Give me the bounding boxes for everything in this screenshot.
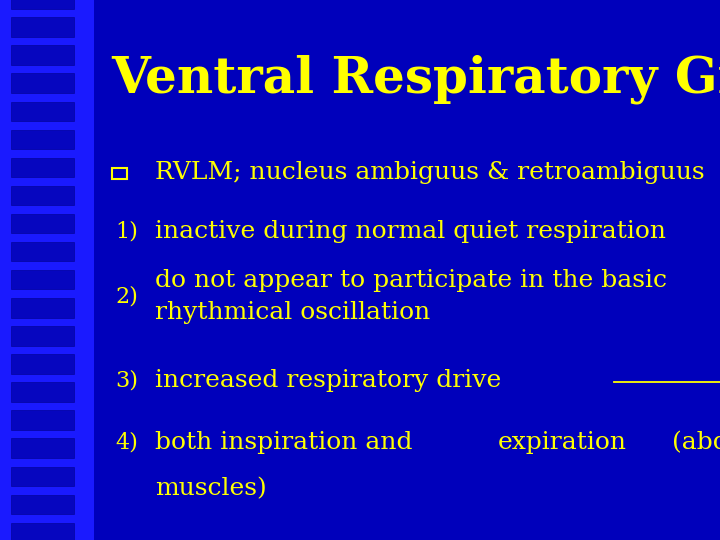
Text: muscles): muscles)	[155, 477, 266, 500]
Text: increased respiratory drive: increased respiratory drive	[155, 369, 501, 392]
FancyBboxPatch shape	[11, 242, 74, 261]
FancyBboxPatch shape	[0, 0, 94, 540]
FancyBboxPatch shape	[11, 438, 74, 458]
FancyBboxPatch shape	[11, 270, 74, 289]
FancyBboxPatch shape	[11, 410, 74, 430]
Text: inactive during normal quiet respiration: inactive during normal quiet respiration	[155, 220, 666, 243]
FancyBboxPatch shape	[11, 467, 74, 486]
FancyBboxPatch shape	[11, 158, 74, 177]
Text: (abdominal: (abdominal	[664, 431, 720, 454]
Text: Ventral Respiratory Group: Ventral Respiratory Group	[112, 54, 720, 104]
Text: both inspiration and: both inspiration and	[155, 431, 420, 454]
FancyBboxPatch shape	[11, 298, 74, 318]
FancyBboxPatch shape	[11, 102, 74, 121]
FancyBboxPatch shape	[11, 326, 74, 346]
FancyBboxPatch shape	[11, 130, 74, 149]
FancyBboxPatch shape	[11, 214, 74, 233]
Text: 4): 4)	[115, 431, 138, 453]
FancyBboxPatch shape	[11, 382, 74, 402]
FancyBboxPatch shape	[11, 45, 74, 65]
Text: expiration: expiration	[498, 431, 626, 454]
FancyBboxPatch shape	[11, 523, 74, 540]
FancyBboxPatch shape	[11, 0, 74, 9]
Text: 2): 2)	[115, 286, 138, 307]
Text: do not appear to participate in the basic
rhythmical oscillation: do not appear to participate in the basi…	[155, 269, 667, 323]
FancyBboxPatch shape	[11, 73, 74, 93]
Text: RVLM; nucleus ambiguus & retroambiguus: RVLM; nucleus ambiguus & retroambiguus	[155, 161, 704, 184]
FancyBboxPatch shape	[11, 17, 74, 37]
FancyBboxPatch shape	[11, 186, 74, 205]
FancyBboxPatch shape	[11, 495, 74, 514]
FancyBboxPatch shape	[11, 354, 74, 374]
Text: 1): 1)	[115, 221, 138, 242]
Text: 3): 3)	[115, 369, 138, 391]
